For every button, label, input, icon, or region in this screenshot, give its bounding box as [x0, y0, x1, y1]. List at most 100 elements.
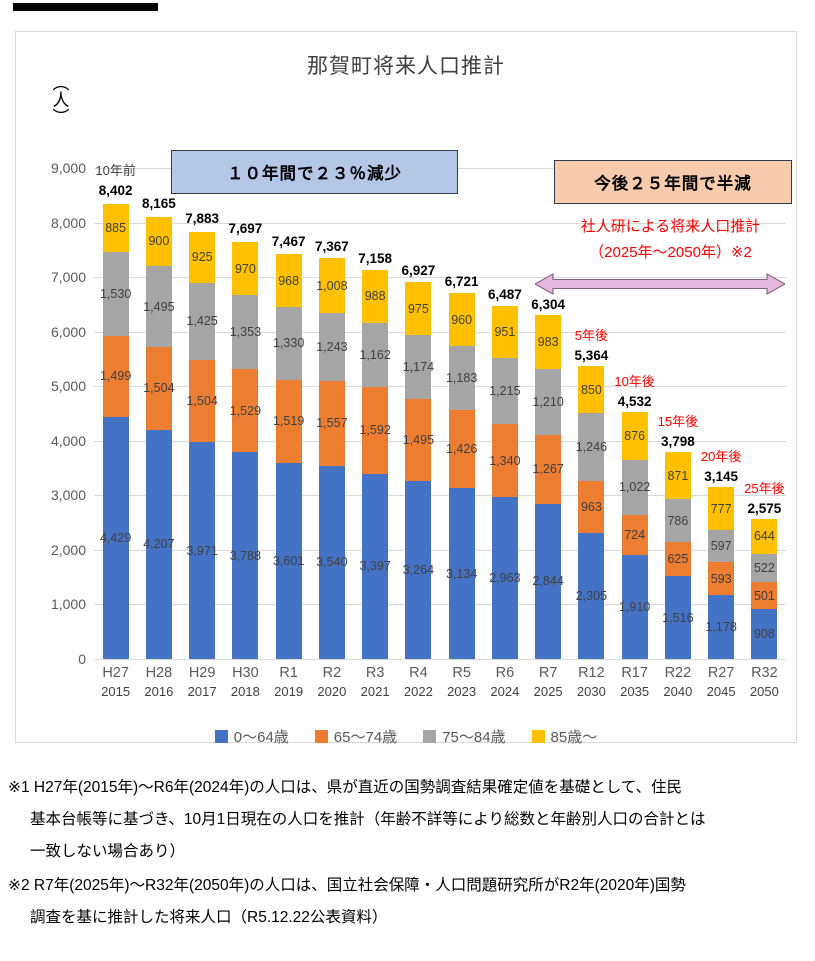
bar-segment[interactable] [621, 554, 648, 659]
bar-column[interactable]: 2,963 1,340 1,215 951 6,487 [488, 287, 522, 659]
bar-segment[interactable] [145, 347, 172, 430]
bar-segment[interactable] [232, 242, 259, 296]
bar-column[interactable]: 4,207 1,504 1,495 900 8,165 [142, 196, 176, 659]
bar-column[interactable]: 2,844 1,267 1,210 983 6,304 [531, 297, 565, 659]
bar-segment[interactable] [708, 529, 735, 563]
bar-segment[interactable] [318, 313, 345, 381]
bar-segment[interactable] [535, 368, 562, 435]
bar-segment[interactable] [708, 562, 735, 595]
bar-column[interactable]: 1,910 724 1,022 876 4,532 10年後 [614, 374, 655, 659]
bar-segment[interactable] [232, 295, 259, 369]
bar-segment[interactable] [491, 497, 518, 659]
bar-segment[interactable] [318, 258, 345, 314]
bar-segment-label: 3,264 [402, 562, 435, 577]
legend-item[interactable]: 85歳〜 [531, 726, 597, 747]
x-axis-era-label: R7 [538, 665, 558, 681]
bar-segment[interactable] [491, 357, 518, 425]
bar-segment-label: 3,134 [445, 566, 478, 581]
bar-segment[interactable] [664, 542, 691, 577]
bar-column[interactable]: 1,178 593 597 777 3,145 20年後 [701, 449, 741, 659]
bar-segment[interactable] [664, 499, 691, 543]
bar-segment[interactable] [275, 307, 302, 380]
bar-segment[interactable] [145, 216, 172, 266]
bar-segment[interactable] [145, 265, 172, 348]
bar-total-label: 2,575 [747, 500, 782, 516]
legend-item[interactable]: 75〜84歳 [423, 726, 506, 747]
bar-segment[interactable] [362, 269, 389, 324]
bar-column[interactable]: 3,788 1,529 1,353 970 7,697 [228, 221, 262, 659]
bar-segment[interactable] [621, 515, 648, 555]
bar-segment[interactable] [405, 282, 432, 336]
bar-segment[interactable] [751, 553, 778, 583]
bar-segment[interactable] [362, 386, 389, 474]
bar-segment[interactable] [102, 203, 129, 253]
bar-segment[interactable] [405, 335, 432, 400]
bar-segment[interactable] [448, 345, 475, 411]
bar-column[interactable]: 4,429 1,499 1,530 885 8,402 10年前 [95, 163, 136, 659]
bar-segment[interactable] [318, 465, 345, 659]
bar-segment[interactable] [664, 451, 691, 500]
bar-column[interactable]: 3,397 1,592 1,162 988 7,158 [358, 251, 392, 659]
bar-segment[interactable] [708, 487, 735, 530]
x-axis-category: R27 2045 [698, 664, 744, 701]
x-axis-category: R22 2040 [655, 664, 701, 701]
bar-segment[interactable] [535, 315, 562, 369]
x-axis-year-label: 2035 [620, 684, 650, 699]
bar-column[interactable]: 3,134 1,426 1,183 960 6,721 [445, 274, 479, 659]
bar-segment[interactable] [189, 282, 216, 361]
legend-item[interactable]: 0〜64歳 [214, 726, 289, 747]
bar-segment-label: 963 [580, 499, 602, 514]
bar-segment[interactable] [491, 306, 518, 358]
bar-segment[interactable] [405, 480, 432, 659]
bar-column[interactable]: 3,971 1,504 1,425 925 7,883 [185, 211, 219, 659]
bar-segment-label: 988 [364, 289, 386, 304]
bar-segment[interactable] [708, 594, 735, 659]
bar-segment[interactable] [535, 503, 562, 659]
bar-segment[interactable] [578, 412, 605, 481]
bar-segment[interactable] [232, 452, 259, 659]
bar-segment[interactable] [448, 293, 475, 346]
legend-item[interactable]: 65〜74歳 [314, 726, 397, 747]
bar-segment[interactable] [578, 366, 605, 413]
bar-segment[interactable] [145, 429, 172, 659]
bar-column[interactable]: 3,601 1,519 1,330 968 7,467 [272, 234, 306, 659]
bar-segment-label: 1,516 [662, 610, 694, 625]
bar-segment[interactable] [362, 323, 389, 387]
bar-column[interactable]: 908 501 522 644 2,575 25年後 [744, 481, 785, 659]
bar-segment[interactable] [318, 380, 345, 466]
bar-segment[interactable] [621, 411, 648, 460]
bar-segment[interactable] [189, 232, 216, 283]
bar-segment[interactable] [102, 252, 129, 336]
bar-segment[interactable] [405, 399, 432, 481]
bar-segment-label: 1,162 [359, 348, 391, 363]
bar-segment[interactable] [751, 582, 778, 610]
bar-column[interactable]: 3,264 1,495 1,174 975 6,927 [401, 263, 435, 659]
bar-segment[interactable] [102, 335, 129, 418]
chart-legend: 0〜64歳 65〜74歳 75〜84歳 85歳〜 [16, 726, 796, 747]
bar-column[interactable]: 2,305 963 1,246 850 5,364 5年後 [574, 328, 608, 659]
bar-total-label: 7,367 [314, 239, 349, 255]
bar-column[interactable]: 3,540 1,557 1,243 1,008 7,367 [315, 239, 349, 659]
bar-segment[interactable] [275, 462, 302, 659]
bar-segment[interactable] [275, 379, 302, 463]
bar-segment[interactable] [578, 533, 605, 659]
bar-segment[interactable] [362, 473, 389, 659]
bar-segment[interactable] [189, 360, 216, 443]
bar-segment[interactable] [491, 424, 518, 498]
bar-segment-label: 1,340 [489, 453, 521, 468]
bar-segment[interactable] [448, 410, 475, 489]
bar-segment[interactable] [189, 442, 216, 659]
footnote-2: ※2 R7年(2025年)〜R32年(2050年)の人口は、国立社会保障・人口問… [8, 870, 808, 934]
bar-segment[interactable] [535, 434, 562, 504]
bar-segment[interactable] [621, 459, 648, 516]
bar-total-label: 6,304 [531, 297, 566, 313]
bar-segment[interactable] [578, 480, 605, 534]
bar-segment[interactable] [664, 576, 691, 659]
bar-segment[interactable] [232, 368, 259, 453]
bar-column[interactable]: 1,516 625 786 871 3,798 15年後 [658, 414, 698, 659]
bar-segment[interactable] [275, 254, 302, 308]
bar-segment[interactable] [751, 518, 778, 554]
bar-segment[interactable] [102, 417, 129, 659]
bar-segment[interactable] [751, 609, 778, 659]
bar-segment[interactable] [448, 488, 475, 659]
